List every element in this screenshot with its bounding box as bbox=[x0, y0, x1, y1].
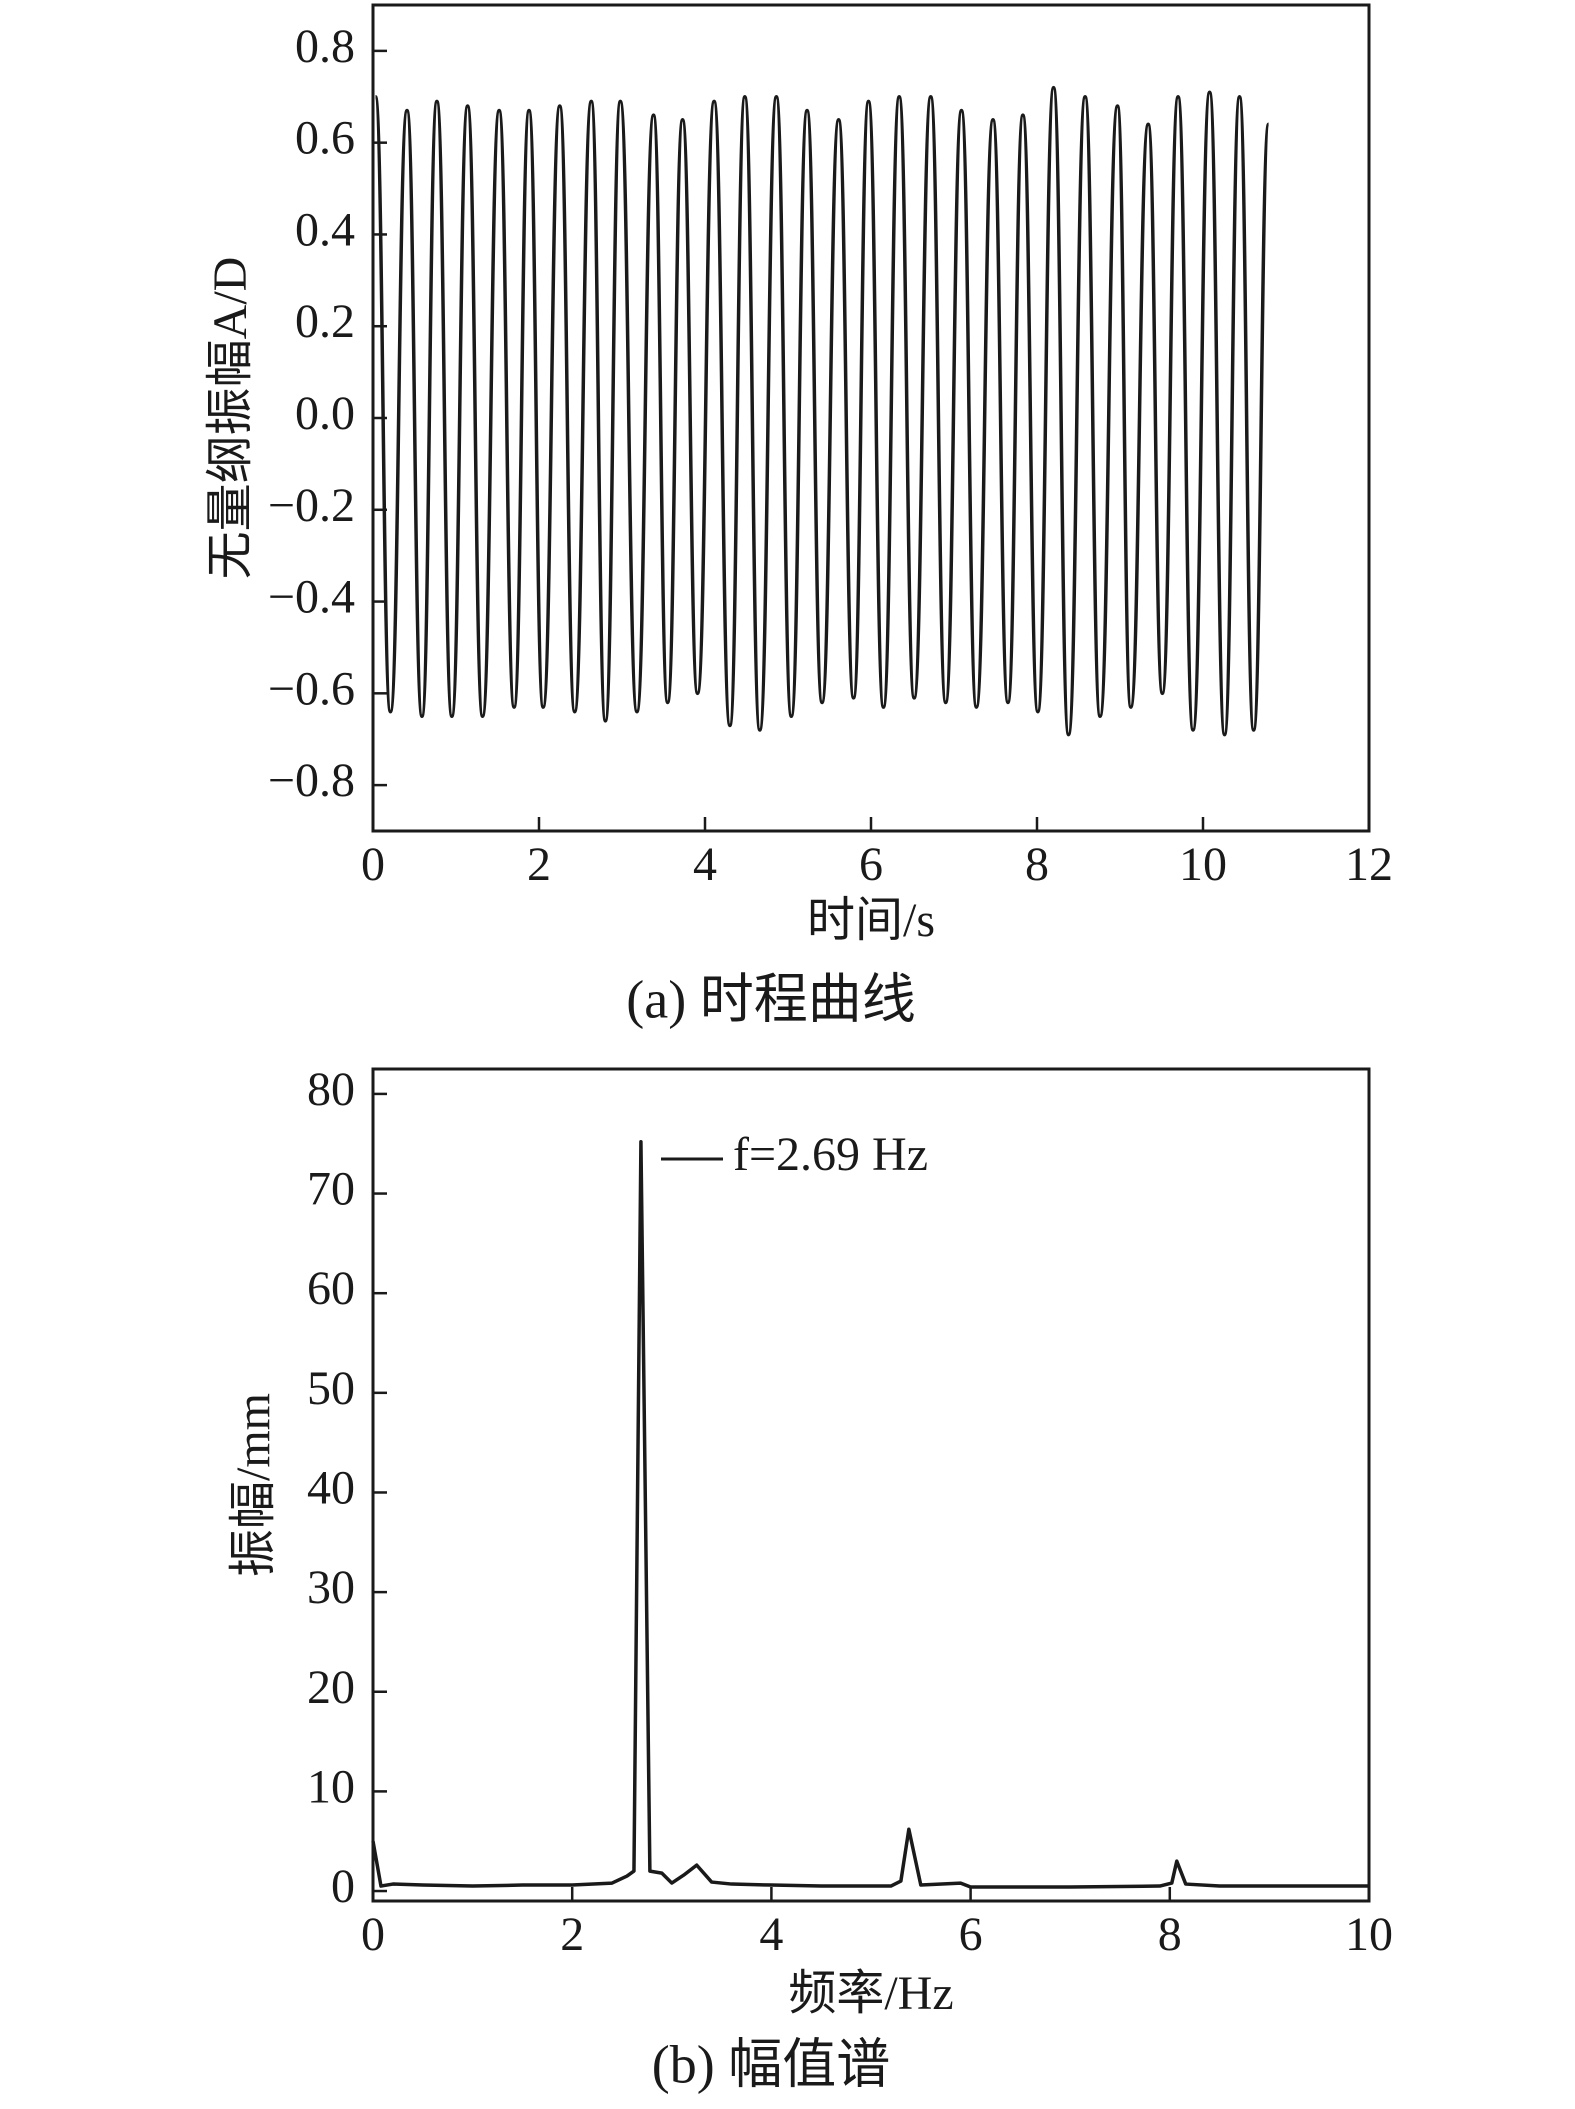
y-tick-label: 40 bbox=[307, 1461, 355, 1514]
y-tick-label: −0.4 bbox=[268, 571, 355, 624]
caption: (a) 时程曲线 bbox=[626, 969, 915, 1029]
data-line bbox=[371, 1139, 1369, 1889]
y-tick-label: 20 bbox=[307, 1661, 355, 1714]
y-tick-label: 0.4 bbox=[295, 203, 355, 256]
y-tick-label: 60 bbox=[307, 1262, 355, 1315]
y-tick-label: 0.8 bbox=[295, 20, 355, 73]
x-tick-label: 12 bbox=[1345, 838, 1393, 891]
y-tick-label: −0.8 bbox=[268, 754, 355, 807]
y-tick-label: 80 bbox=[307, 1063, 355, 1116]
y-axis-label: 无量纲振幅A/D bbox=[204, 257, 257, 580]
x-tick-label: 4 bbox=[759, 1908, 783, 1961]
y-tick-label: 0.0 bbox=[295, 387, 355, 440]
x-tick-label: 6 bbox=[859, 838, 883, 891]
plot-frame bbox=[371, 3, 1371, 833]
y-tick-label: −0.2 bbox=[268, 479, 355, 532]
x-tick-label: 10 bbox=[1345, 1908, 1393, 1961]
plot-frame bbox=[371, 1067, 1371, 1903]
annotation: f=2.69 Hz bbox=[733, 1128, 928, 1181]
x-axis-label: 频率/Hz bbox=[788, 1967, 953, 2020]
y-tick-label: 0 bbox=[331, 1860, 355, 1913]
x-tick-label: 10 bbox=[1179, 838, 1227, 891]
y-tick-label: −0.6 bbox=[268, 662, 355, 715]
y-tick-label: 70 bbox=[307, 1163, 355, 1216]
y-tick-label: 30 bbox=[307, 1561, 355, 1614]
data-line bbox=[373, 85, 1271, 737]
y-tick-label: 0.6 bbox=[295, 112, 355, 165]
x-tick-label: 8 bbox=[1158, 1908, 1182, 1961]
x-tick-label: 0 bbox=[361, 1908, 385, 1961]
y-axis-label: 振幅/mm bbox=[227, 1393, 280, 1577]
x-tick-label: 0 bbox=[361, 838, 385, 891]
x-tick-label: 4 bbox=[693, 838, 717, 891]
x-tick-label: 8 bbox=[1025, 838, 1049, 891]
y-tick-label: 50 bbox=[307, 1362, 355, 1415]
x-axis-label: 时间/s bbox=[807, 894, 935, 947]
x-tick-label: 2 bbox=[560, 1908, 584, 1961]
y-tick-label: 10 bbox=[307, 1760, 355, 1813]
y-tick-label: 0.2 bbox=[295, 295, 355, 348]
x-tick-label: 6 bbox=[959, 1908, 983, 1961]
caption: (b) 幅值谱 bbox=[652, 2034, 890, 2094]
x-tick-label: 2 bbox=[527, 838, 551, 891]
